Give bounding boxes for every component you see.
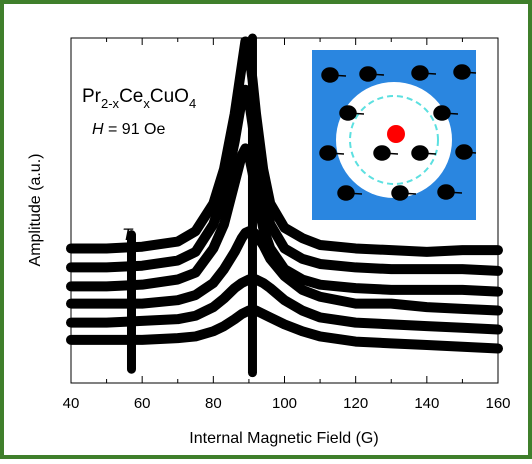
formula-part: CuO — [150, 86, 189, 107]
x-tick-label: 100 — [272, 395, 297, 412]
inset-ring — [349, 95, 439, 185]
x-tick-label: 160 — [485, 395, 510, 412]
x-axis-label: Internal Magnetic Field (G) — [189, 430, 378, 447]
x-tick-label: 120 — [343, 395, 368, 412]
x-tick-label: 140 — [414, 395, 439, 412]
formula-part: 2-x — [101, 96, 120, 111]
formula: Pr2-xCexCuO4 — [82, 86, 196, 111]
x-tick-label: 40 — [63, 395, 80, 412]
formula-part: x — [143, 96, 150, 111]
formula-part: Ce — [119, 86, 143, 107]
field-value: = 91 Oe — [104, 121, 166, 138]
x-tick-label: 80 — [205, 395, 222, 412]
y-axis-label: Amplitude (a.u.) — [27, 154, 44, 267]
field-symbol: H — [92, 121, 104, 138]
field-label: H = 91 Oe — [92, 121, 165, 138]
x-tick-label: 60 — [134, 395, 151, 412]
inset-vortices — [319, 64, 477, 201]
formula-part: Pr — [82, 86, 102, 107]
inset — [312, 50, 477, 220]
formula-part: 4 — [189, 96, 196, 111]
inset-center — [387, 125, 405, 143]
